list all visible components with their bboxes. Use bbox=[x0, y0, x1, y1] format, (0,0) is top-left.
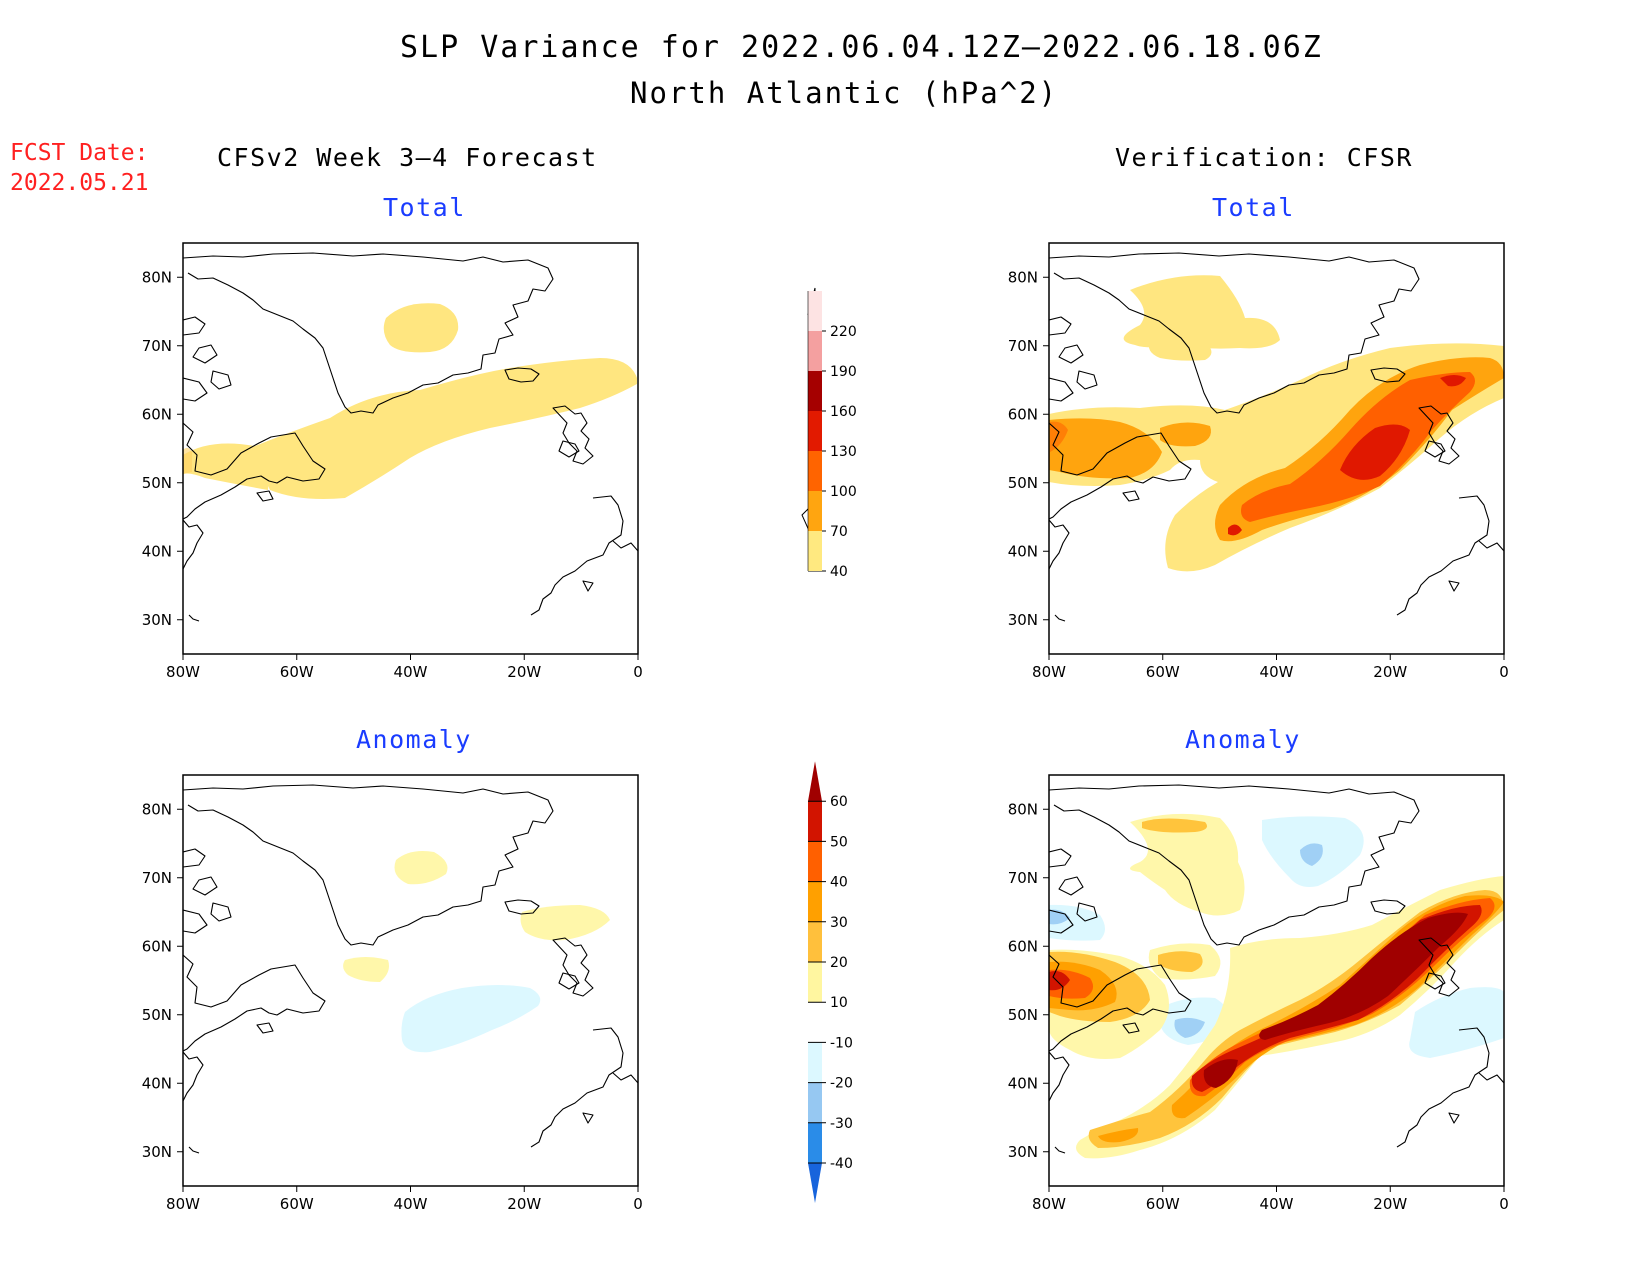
colorbar-label: -40 bbox=[830, 1156, 853, 1172]
colorbar-swatch bbox=[808, 531, 822, 571]
lat-tick-label: 80N bbox=[142, 800, 172, 818]
lat-tick-label: 50N bbox=[142, 474, 172, 492]
coastline bbox=[183, 784, 638, 1154]
lon-tick-label: 40W bbox=[394, 1195, 428, 1213]
colorbar-label: -10 bbox=[830, 1035, 853, 1051]
lat-tick-label: 50N bbox=[142, 1006, 172, 1024]
lat-tick-label: 50N bbox=[1008, 474, 1038, 492]
lat-tick-label: 30N bbox=[142, 1143, 172, 1161]
lon-tick-label: 0 bbox=[633, 663, 643, 681]
lon-tick-label: 60W bbox=[1146, 1195, 1180, 1213]
lon-tick-label: 0 bbox=[633, 1195, 643, 1213]
lon-tick-label: 40W bbox=[394, 663, 428, 681]
lat-tick-label: 80N bbox=[1008, 800, 1038, 818]
figure-title: SLP Variance for 2022.06.04.12Z–2022.06.… bbox=[400, 30, 1323, 65]
colorbar-swatch bbox=[808, 881, 822, 922]
lon-tick-label: 60W bbox=[280, 663, 314, 681]
lon-tick-label: 80W bbox=[166, 1195, 200, 1213]
map-axes: 80W 60W 40W 20W 0 80N 70N 60N 50N 40N 30N 80W 60W 40W… bbox=[142, 268, 1509, 1213]
lat-tick-label: 80N bbox=[1008, 268, 1038, 286]
colorbar-label: 220 bbox=[830, 324, 857, 340]
colorbar-swatch bbox=[808, 962, 822, 1003]
total-colorbar: 40 70 100 130 160 190 220 bbox=[801, 287, 857, 580]
colorbar-swatch bbox=[808, 801, 822, 842]
verification-header: Verification: CFSR bbox=[1115, 143, 1413, 172]
lat-tick-label: 80N bbox=[142, 268, 172, 286]
fcst-date-label: FCST Date: bbox=[10, 140, 149, 166]
colorbar-swatch bbox=[808, 1042, 822, 1083]
lon-tick-label: 80W bbox=[1032, 663, 1066, 681]
colorbar-swatch bbox=[808, 921, 822, 962]
map-frame bbox=[182, 774, 639, 1187]
lat-tick-label: 40N bbox=[142, 542, 172, 560]
colorbar-swatch bbox=[808, 1002, 822, 1043]
colorbar-label: 10 bbox=[830, 995, 848, 1011]
lat-tick-label: 60N bbox=[1008, 405, 1038, 423]
lon-tick-label: 40W bbox=[1260, 663, 1294, 681]
colorbar-label: 70 bbox=[830, 524, 848, 540]
fcst-date-value: 2022.05.21 bbox=[10, 170, 149, 196]
lat-tick-label: 70N bbox=[142, 337, 172, 355]
lon-tick-label: 20W bbox=[507, 1195, 541, 1213]
lat-tick-label: 40N bbox=[142, 1074, 172, 1092]
lat-tick-label: 40N bbox=[1008, 542, 1038, 560]
colorbar-lower-arrow bbox=[808, 1163, 822, 1203]
colorbar-upper-arrow bbox=[808, 761, 822, 802]
colorbar-label: 30 bbox=[830, 915, 848, 931]
colorbar-label: 130 bbox=[830, 444, 857, 460]
lat-tick-label: 30N bbox=[1008, 611, 1038, 629]
lon-tick-label: 60W bbox=[280, 1195, 314, 1213]
colorbar-swatch bbox=[808, 1082, 822, 1123]
lat-tick-label: 60N bbox=[142, 937, 172, 955]
lat-tick-label: 60N bbox=[1008, 937, 1038, 955]
panel-title-forecast-anomaly: Anomaly bbox=[356, 725, 472, 754]
colorbar-swatch bbox=[808, 451, 822, 491]
lon-tick-label: 80W bbox=[1032, 1195, 1066, 1213]
colorbar-label: -30 bbox=[830, 1116, 853, 1132]
lon-tick-label: 0 bbox=[1499, 1195, 1509, 1213]
lon-tick-label: 20W bbox=[507, 663, 541, 681]
panel-title-verification-anomaly: Anomaly bbox=[1185, 725, 1301, 754]
colorbar-label: 100 bbox=[830, 484, 857, 500]
colorbar-swatch bbox=[808, 331, 822, 371]
lat-tick-label: 70N bbox=[1008, 869, 1038, 887]
forecast-total-map bbox=[182, 242, 639, 655]
lat-tick-label: 30N bbox=[142, 611, 172, 629]
colorbar-swatch bbox=[808, 1122, 822, 1163]
panel-title-verification-total: Total bbox=[1212, 193, 1295, 222]
colorbar-label: 190 bbox=[830, 364, 857, 380]
lat-tick-label: 30N bbox=[1008, 1143, 1038, 1161]
anomaly-colorbar: -40 -30 -20 -10 10 20 30 40 50 60 bbox=[808, 761, 853, 1203]
colorbar-label: -20 bbox=[830, 1076, 853, 1092]
figure-subtitle: North Atlantic (hPa^2) bbox=[630, 76, 1059, 110]
lat-tick-label: 70N bbox=[142, 869, 172, 887]
forecast-anomaly-map bbox=[182, 774, 639, 1187]
colorbar-label: 40 bbox=[830, 875, 848, 891]
colorbar-swatch bbox=[808, 371, 822, 411]
lat-tick-label: 60N bbox=[142, 405, 172, 423]
forecast-header: CFSv2 Week 3–4 Forecast bbox=[217, 143, 598, 172]
colorbar-swatch bbox=[808, 491, 822, 531]
colorbar-label: 60 bbox=[830, 794, 848, 810]
colorbar-swatch bbox=[808, 841, 822, 882]
lon-tick-label: 60W bbox=[1146, 663, 1180, 681]
lon-tick-label: 40W bbox=[1260, 1195, 1294, 1213]
lon-tick-label: 0 bbox=[1499, 663, 1509, 681]
lon-tick-label: 80W bbox=[166, 663, 200, 681]
colorbar-label: 50 bbox=[830, 834, 848, 850]
verification-anomaly-map bbox=[1048, 774, 1505, 1187]
lon-tick-label: 20W bbox=[1373, 663, 1407, 681]
colorbar-label: 40 bbox=[830, 564, 848, 580]
colorbar-label: 20 bbox=[830, 955, 848, 971]
colorbar-swatch bbox=[808, 411, 822, 451]
colorbar-swatch bbox=[808, 291, 822, 331]
colorbar-label: 160 bbox=[830, 404, 857, 420]
verification-total-map bbox=[1048, 242, 1505, 655]
lat-tick-label: 70N bbox=[1008, 337, 1038, 355]
lat-tick-label: 40N bbox=[1008, 1074, 1038, 1092]
panel-title-forecast-total: Total bbox=[383, 193, 466, 222]
lat-tick-label: 50N bbox=[1008, 1006, 1038, 1024]
lon-tick-label: 20W bbox=[1373, 1195, 1407, 1213]
